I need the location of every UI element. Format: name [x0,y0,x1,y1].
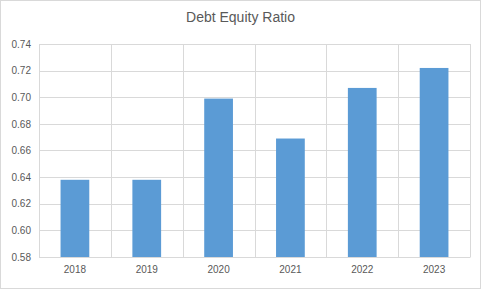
y-tick-label: 0.68 [12,119,32,130]
chart-border [1,1,481,289]
category-divider [398,44,399,257]
x-tick-label: 2020 [207,264,230,275]
bar [420,68,449,257]
category-divider [111,44,112,257]
grid-line [39,124,470,125]
y-tick: 0.74 [12,39,39,50]
y-tick-label: 0.60 [12,225,32,236]
x-tick: 2022 [351,257,374,275]
x-tick-label: 2021 [279,264,302,275]
y-tick: 0.68 [12,119,39,130]
y-tick-label: 0.64 [12,172,32,183]
y-axis-line [39,45,40,258]
x-tick-label: 2022 [351,264,374,275]
category-divider [470,44,471,257]
bars [61,68,449,257]
y-tick: 0.66 [12,145,39,156]
grid-line [39,204,470,205]
grid-line [39,257,470,258]
y-tick: 0.60 [12,225,39,236]
grid-line [39,97,470,98]
x-axis: 2018 2019 2020 2021 2022 2023 [40,257,471,275]
y-tick-label: 0.58 [12,252,32,263]
x-tick: 2018 [64,257,87,275]
y-tick-label: 0.74 [12,39,32,50]
x-tick: 2019 [136,257,159,275]
y-tick: 0.64 [12,172,39,183]
y-tick-label: 0.66 [12,145,32,156]
y-tick: 0.72 [12,65,39,76]
grid-line [39,71,470,72]
x-tick: 2021 [279,257,302,275]
plot: 0.58 0.60 0.62 0.64 0.66 0.68 0.70 0.72 0.74 2018… [12,39,471,275]
grid-line [39,44,470,45]
category-divider [183,44,184,257]
bar [61,180,90,257]
x-tick: 2023 [423,257,446,275]
grid-line [39,150,470,151]
bar [348,88,377,257]
chart: Debt Equity Ratio 0.58 0.60 0.62 0.64 0.66 0.6… [0,0,481,289]
grid-line [39,230,470,231]
y-tick-label: 0.62 [12,198,32,209]
bar [204,99,233,257]
y-axis: 0.58 0.60 0.62 0.64 0.66 0.68 0.70 0.72 0.74 [12,39,40,263]
y-tick-label: 0.70 [12,92,32,103]
x-tick-label: 2023 [423,264,446,275]
y-tick: 0.58 [12,252,39,263]
grid-line [39,177,470,178]
y-tick: 0.70 [12,92,39,103]
category-divider [255,44,256,257]
grid [39,44,471,258]
title: Debt Equity Ratio [186,9,295,25]
y-tick-label: 0.72 [12,65,32,76]
x-tick-label: 2018 [64,264,87,275]
bar [132,180,161,257]
x-tick-label: 2019 [136,264,159,275]
x-axis-line [40,257,471,258]
y-tick: 0.62 [12,198,39,209]
x-tick: 2020 [207,257,230,275]
bar [276,139,305,257]
category-divider [326,44,327,257]
category-divider [39,44,40,257]
